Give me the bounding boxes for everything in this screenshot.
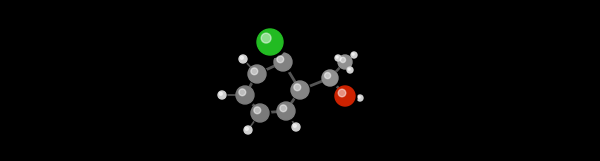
Circle shape	[335, 55, 341, 62]
Circle shape	[338, 56, 353, 70]
Circle shape	[335, 55, 341, 61]
Circle shape	[244, 126, 252, 134]
Circle shape	[291, 81, 309, 99]
Circle shape	[218, 91, 226, 99]
Circle shape	[277, 56, 284, 63]
Circle shape	[274, 53, 292, 71]
Circle shape	[236, 86, 254, 104]
Circle shape	[252, 105, 271, 124]
Circle shape	[251, 68, 258, 75]
Circle shape	[357, 95, 363, 101]
Circle shape	[244, 126, 253, 135]
Circle shape	[358, 95, 364, 102]
Circle shape	[257, 29, 283, 55]
Circle shape	[292, 123, 300, 131]
Circle shape	[218, 91, 227, 100]
Circle shape	[358, 96, 360, 98]
Circle shape	[352, 53, 354, 55]
Circle shape	[277, 102, 295, 120]
Circle shape	[237, 87, 256, 106]
Circle shape	[348, 68, 350, 70]
Circle shape	[278, 103, 297, 122]
Circle shape	[292, 123, 301, 132]
Circle shape	[292, 82, 311, 101]
Circle shape	[219, 92, 223, 95]
Circle shape	[240, 56, 244, 59]
Circle shape	[251, 104, 269, 122]
Circle shape	[338, 89, 346, 97]
Circle shape	[323, 71, 340, 88]
Circle shape	[239, 89, 246, 96]
Circle shape	[294, 84, 301, 91]
Circle shape	[239, 55, 247, 63]
Circle shape	[275, 54, 294, 73]
Circle shape	[239, 55, 248, 64]
Circle shape	[293, 124, 296, 127]
Circle shape	[340, 57, 346, 63]
Circle shape	[280, 105, 287, 112]
Circle shape	[352, 52, 358, 59]
Circle shape	[338, 55, 352, 69]
Circle shape	[336, 56, 338, 58]
Circle shape	[261, 33, 271, 43]
Circle shape	[347, 67, 353, 74]
Circle shape	[336, 87, 357, 108]
Circle shape	[351, 52, 357, 58]
Circle shape	[335, 86, 355, 106]
Circle shape	[322, 70, 338, 86]
Circle shape	[249, 66, 268, 85]
Circle shape	[254, 107, 261, 114]
Circle shape	[325, 73, 331, 79]
Circle shape	[347, 67, 353, 73]
Circle shape	[259, 30, 286, 58]
Circle shape	[245, 127, 248, 130]
Circle shape	[248, 65, 266, 83]
